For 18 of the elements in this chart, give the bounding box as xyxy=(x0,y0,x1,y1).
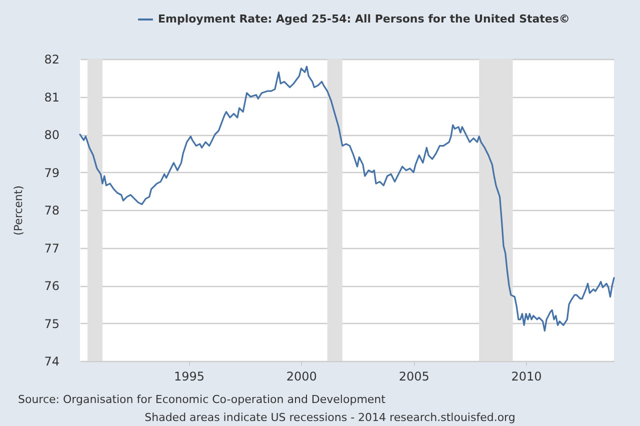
y-tick-label: 81 xyxy=(44,90,60,104)
x-tick-label: 2010 xyxy=(511,370,542,384)
source-note: Source: Organisation for Economic Co-operation and Development xyxy=(18,393,386,406)
y-tick-label: 74 xyxy=(44,354,60,368)
y-axis-title: (Percent) xyxy=(12,186,26,236)
y-tick-label: 76 xyxy=(44,279,60,293)
y-tick-label: 82 xyxy=(44,52,60,66)
x-tick-label: 1995 xyxy=(174,370,205,384)
x-tick-label: 2000 xyxy=(286,370,317,384)
y-tick-label: 75 xyxy=(44,316,60,331)
y-tick-label: 78 xyxy=(44,204,60,218)
y-tick-label: 79 xyxy=(44,166,60,180)
legend-label: Employment Rate: Aged 25-54: All Persons for the United States© xyxy=(158,12,570,26)
text: Shaded areas indicate US recessions - 2014 research.stlouisfed.org xyxy=(144,411,516,424)
y-tick-label: 80 xyxy=(44,128,60,142)
y-tick-label: 77 xyxy=(44,241,60,256)
x-tick-label: 2005 xyxy=(398,370,430,384)
line-series xyxy=(79,66,615,332)
